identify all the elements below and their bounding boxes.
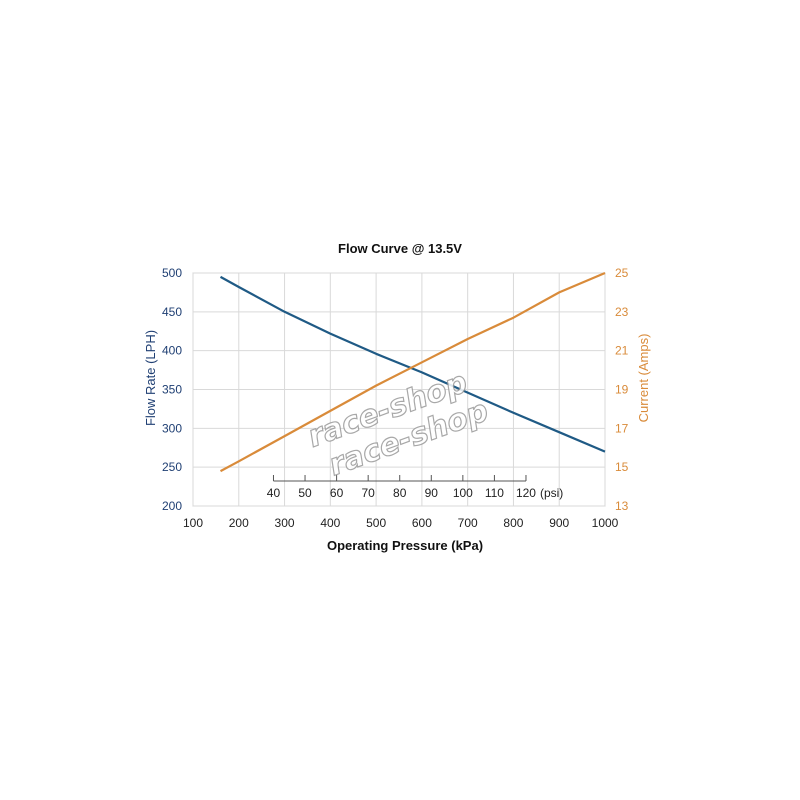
psi-axis: 40 50 60 70 80 90 100 110 120 (psi) bbox=[267, 475, 563, 500]
psi-axis-ticks: 40 50 60 70 80 90 100 110 120 bbox=[267, 475, 536, 500]
x-tick-label: 200 bbox=[229, 516, 249, 530]
x-tick-label: 300 bbox=[275, 516, 295, 530]
x-tick-label: 500 bbox=[366, 516, 386, 530]
psi-unit-label: (psi) bbox=[540, 486, 563, 500]
x-tick-label: 600 bbox=[412, 516, 432, 530]
x-tick-label: 100 bbox=[183, 516, 203, 530]
x-tick-label: 700 bbox=[458, 516, 478, 530]
x-tick-label: 1000 bbox=[592, 516, 619, 530]
right-tick-label: 23 bbox=[615, 305, 629, 319]
x-tick-label: 900 bbox=[549, 516, 569, 530]
x-axis-ticks: 100 200 300 400 500 600 700 800 900 1000 bbox=[183, 516, 619, 530]
psi-tick-label: 80 bbox=[393, 486, 407, 500]
left-tick-label: 500 bbox=[162, 266, 182, 280]
current-line bbox=[219, 271, 606, 473]
right-tick-label: 21 bbox=[615, 344, 629, 358]
flow-rate-line bbox=[219, 275, 606, 453]
left-tick-label: 200 bbox=[162, 499, 182, 513]
right-tick-label: 13 bbox=[615, 499, 629, 513]
left-tick-label: 250 bbox=[162, 460, 182, 474]
right-axis-ticks: 13 15 17 19 21 23 25 bbox=[615, 266, 629, 513]
psi-tick-label: 100 bbox=[453, 486, 473, 500]
left-tick-label: 400 bbox=[162, 344, 182, 358]
psi-tick-label: 60 bbox=[330, 486, 344, 500]
grid-lines bbox=[192, 272, 606, 507]
left-tick-label: 350 bbox=[162, 383, 182, 397]
psi-tick-label: 50 bbox=[298, 486, 312, 500]
x-axis-label: Operating Pressure (kPa) bbox=[327, 538, 483, 553]
left-axis-ticks: 200 250 300 350 400 450 500 bbox=[162, 266, 182, 513]
right-axis-label: Current (Amps) bbox=[636, 334, 651, 423]
psi-tick-label: 40 bbox=[267, 486, 281, 500]
left-tick-label: 300 bbox=[162, 421, 182, 435]
right-tick-label: 17 bbox=[615, 421, 629, 435]
x-tick-label: 800 bbox=[503, 516, 523, 530]
left-axis-label: Flow Rate (LPH) bbox=[143, 330, 158, 426]
psi-tick-label: 90 bbox=[425, 486, 439, 500]
psi-tick-label: 70 bbox=[361, 486, 375, 500]
psi-tick-label: 110 bbox=[485, 486, 504, 500]
psi-tick-label: 120 bbox=[516, 486, 536, 500]
series-lines bbox=[219, 271, 606, 473]
right-tick-label: 19 bbox=[615, 383, 629, 397]
left-tick-label: 450 bbox=[162, 305, 182, 319]
chart-title: Flow Curve @ 13.5V bbox=[338, 241, 462, 256]
right-tick-label: 15 bbox=[615, 460, 629, 474]
right-tick-label: 25 bbox=[615, 266, 629, 280]
x-tick-label: 400 bbox=[320, 516, 340, 530]
